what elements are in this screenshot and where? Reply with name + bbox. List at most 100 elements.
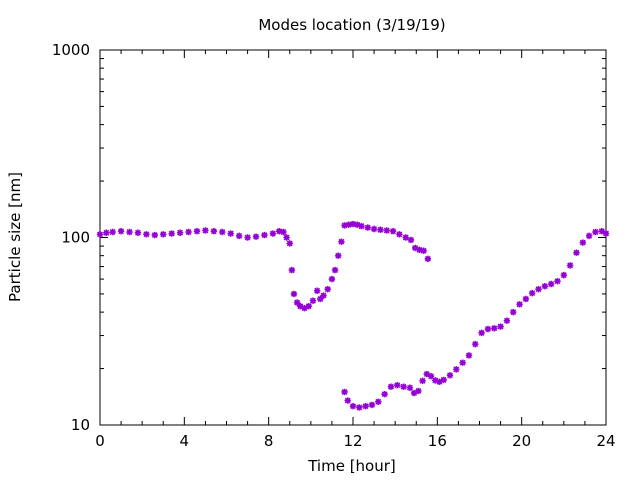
data-point-series-2 xyxy=(510,308,517,316)
data-point-series-2 xyxy=(516,301,523,308)
data-point-series-2 xyxy=(547,280,555,288)
y-tick-label: 10 xyxy=(71,416,90,434)
data-point-series-2 xyxy=(394,382,401,389)
data-point-series-2 xyxy=(375,398,382,405)
data-point-series-2 xyxy=(440,376,447,384)
data-point-series-1 xyxy=(328,275,336,283)
data-point-series-1 xyxy=(160,231,167,238)
data-point-series-1 xyxy=(349,220,357,228)
data-point-series-1 xyxy=(324,285,331,293)
data-point-series-1 xyxy=(301,304,308,312)
data-point-series-2 xyxy=(341,388,348,396)
data-point-series-1 xyxy=(269,230,277,237)
y-axis-label: Particle size [nm] xyxy=(6,172,24,302)
data-point-series-1 xyxy=(293,299,301,306)
data-point-series-2 xyxy=(573,249,580,256)
axis-ticks xyxy=(99,49,607,426)
data-point-series-2 xyxy=(415,387,422,395)
data-point-series-1 xyxy=(424,255,432,262)
x-tick-label: 4 xyxy=(180,432,190,450)
data-point-series-1 xyxy=(358,222,365,230)
data-point-series-1 xyxy=(331,266,339,274)
data-point-series-2 xyxy=(459,359,466,366)
data-point-series-1 xyxy=(309,297,317,304)
data-point-series-2 xyxy=(419,377,426,385)
data-point-series-2 xyxy=(491,325,498,332)
data-point-series-2 xyxy=(579,239,587,246)
data-point-series-2 xyxy=(446,372,454,379)
data-point-series-1 xyxy=(288,266,296,274)
data-point-series-1 xyxy=(235,232,243,240)
plot-frame xyxy=(99,49,607,426)
x-tick-label: 20 xyxy=(512,432,531,450)
data-point-series-1 xyxy=(193,228,201,235)
data-point-series-1 xyxy=(168,230,175,237)
data-point-series-1 xyxy=(364,224,371,231)
data-point-series-2 xyxy=(560,271,568,279)
data-point-series-2 xyxy=(592,228,599,236)
data-point-series-1 xyxy=(276,228,283,235)
data-point-series-2 xyxy=(427,373,435,380)
data-point-series-1 xyxy=(383,227,390,234)
data-point-series-1 xyxy=(297,303,304,310)
data-point-series-2 xyxy=(598,228,605,235)
data-point-series-1 xyxy=(210,228,218,235)
data-point-series-1 xyxy=(126,228,133,236)
data-point-series-2 xyxy=(554,277,561,285)
data-point-series-1 xyxy=(103,229,110,236)
data-point-series-2 xyxy=(465,352,473,359)
data-point-series-1 xyxy=(354,221,361,228)
data-point-series-1 xyxy=(313,287,321,294)
x-tick-label: 8 xyxy=(264,432,274,450)
data-point-series-2 xyxy=(566,262,574,269)
data-point-series-2 xyxy=(472,340,479,348)
y-tick-label: 1000 xyxy=(52,41,90,59)
chart-title: Modes location (3/19/19) xyxy=(258,16,445,34)
data-point-series-1 xyxy=(335,252,342,259)
data-point-series-1 xyxy=(370,225,378,233)
data-point-series-2 xyxy=(406,384,414,391)
data-point-series-1 xyxy=(176,229,184,236)
data-point-series-2 xyxy=(356,404,363,411)
data-point-series-1 xyxy=(227,230,234,237)
data-point-series-1 xyxy=(420,247,427,254)
data-point-series-2 xyxy=(535,285,542,293)
data-point-series-1 xyxy=(320,292,327,299)
data-point-series-1 xyxy=(283,234,290,241)
data-point-series-2 xyxy=(362,402,369,410)
data-point-series-1 xyxy=(377,226,384,233)
data-point-series-1 xyxy=(280,228,287,236)
data-point-series-1 xyxy=(305,303,312,310)
data-point-series-2 xyxy=(410,389,418,397)
y-tick-label: 100 xyxy=(61,229,90,247)
data-point-series-2 xyxy=(529,289,536,297)
x-tick-label: 12 xyxy=(343,432,362,450)
data-point-series-1 xyxy=(290,290,298,298)
data-point-series-1 xyxy=(338,238,345,245)
data-point-series-2 xyxy=(349,402,357,410)
data-point-series-1 xyxy=(109,228,116,236)
data-point-series-2 xyxy=(497,323,504,330)
data-point-series-2 xyxy=(423,370,430,378)
data-point-series-2 xyxy=(368,401,376,409)
data-point-series-2 xyxy=(541,282,549,290)
data-point-series-1 xyxy=(202,227,209,234)
x-axis-label: Time [hour] xyxy=(307,457,396,475)
data-point-series-2 xyxy=(436,378,443,385)
data-point-series-1 xyxy=(389,228,397,235)
data-point-series-1 xyxy=(117,228,125,235)
data-point-series-1 xyxy=(286,240,293,247)
data-point-series-1 xyxy=(244,234,251,241)
data-point-series-2 xyxy=(381,390,388,398)
data-point-series-1 xyxy=(151,231,159,239)
data-point-series-1 xyxy=(219,228,226,236)
x-tick-label: 0 xyxy=(95,432,105,450)
data-point-series-1 xyxy=(143,231,150,238)
data-point-series-2 xyxy=(522,295,530,303)
axis-tick-labels: 0 4 8 12 16 20 24 10 100 1000 xyxy=(52,41,616,450)
data-point-series-2 xyxy=(484,325,492,333)
data-point-series-1 xyxy=(317,295,324,303)
data-point-series-1 xyxy=(396,231,403,238)
data-points xyxy=(96,220,610,411)
